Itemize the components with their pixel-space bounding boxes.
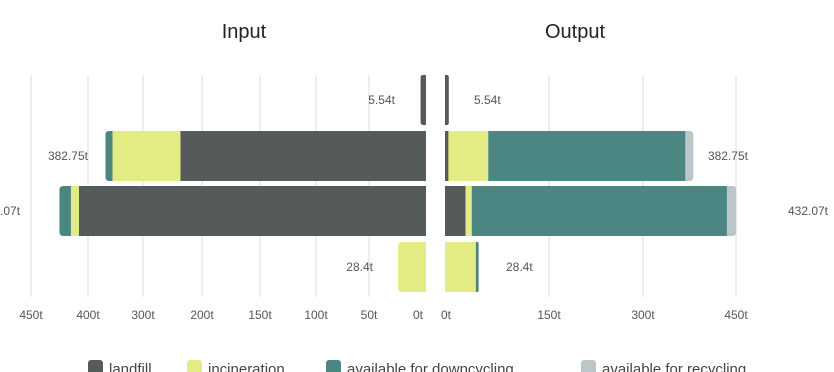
tick-label: 200t <box>190 308 214 322</box>
value-label-output: 432.07t <box>788 204 829 218</box>
legend-swatch <box>581 360 596 372</box>
legend-swatch <box>187 360 202 372</box>
tick-label: 150t <box>248 308 272 322</box>
legend: landfill incineration available for downcy… <box>88 360 746 372</box>
value-label-input: 28.4t <box>346 260 373 274</box>
bar-segment-output-available-for-recycling <box>726 186 737 236</box>
bar-segment-output-incineration <box>465 186 472 236</box>
panel-title-output: Output <box>545 21 605 43</box>
tick-label: 300t <box>631 308 655 322</box>
legend-label: available for downcycling <box>347 361 514 372</box>
legend-swatch <box>88 360 103 372</box>
panel-title-input: Input <box>222 21 267 43</box>
bars <box>59 75 737 292</box>
bar-segment-input-available-for-downcycling <box>59 186 71 236</box>
legend-item[interactable]: available for downcycling <box>326 360 514 372</box>
bar-segment-input-incineration <box>70 186 79 236</box>
tick-label: 0t <box>441 308 452 322</box>
bar-segment-output-landfill <box>445 75 449 125</box>
tick-label: 450t <box>724 308 748 322</box>
bar-segment-input-incineration <box>398 242 426 292</box>
bar-segment-output-available-for-recycling <box>685 131 694 181</box>
bar-segment-output-available-for-downcycling <box>488 131 686 181</box>
value-label-output: 5.54t <box>474 93 501 107</box>
legend-item[interactable]: incineration <box>187 360 285 372</box>
bar-segment-output-landfill <box>445 131 449 181</box>
tick-label: 100t <box>304 308 328 322</box>
bar-segment-input-landfill <box>180 131 426 181</box>
legend-item[interactable]: landfill <box>88 360 152 372</box>
value-label-input: 382.75t <box>48 149 89 163</box>
value-label-output: 382.75t <box>708 149 749 163</box>
bar-segment-output-available-for-downcycling <box>475 242 479 292</box>
value-label-input: 5.54t <box>368 93 395 107</box>
legend-label: landfill <box>109 361 152 372</box>
bar-segment-output-available-for-downcycling <box>471 186 727 236</box>
bar-segment-input-landfill <box>78 186 427 236</box>
bar-segment-output-landfill <box>445 186 466 236</box>
legend-swatch <box>326 360 341 372</box>
legend-label: incineration <box>208 361 285 372</box>
legend-item[interactable]: available for recycling <box>581 360 746 372</box>
labels: Input Output 0t 50t 100t 150t 200t 300t 400t 450t… <box>0 21 829 322</box>
bar-segment-input-incineration <box>112 131 181 181</box>
value-label-output: 28.4t <box>506 260 533 274</box>
bar-segment-output-incineration <box>445 242 476 292</box>
tick-label: 450t <box>19 308 43 322</box>
tick-label: 50t <box>361 308 378 322</box>
tick-label: 400t <box>76 308 100 322</box>
bar-segment-output-incineration <box>448 131 489 181</box>
bar-segment-input-available-for-downcycling <box>105 131 113 181</box>
tick-label: 0t <box>413 308 424 322</box>
bar-segment-input-landfill <box>420 75 426 125</box>
value-label-input: 432.07t <box>0 204 21 218</box>
tick-label: 300t <box>131 308 155 322</box>
legend-label: available for recycling <box>602 361 746 372</box>
tick-label: 150t <box>537 308 561 322</box>
